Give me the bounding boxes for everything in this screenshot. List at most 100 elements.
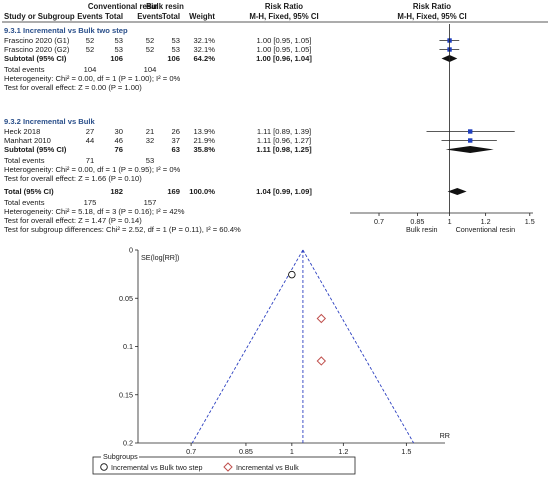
subgroup-subtotal-total-conventional: 106 (110, 54, 123, 63)
funnel-y-tick-label: 0.2 (123, 439, 133, 448)
funnel-x-label: RR (440, 431, 450, 440)
column-header: Events (77, 12, 103, 21)
study-risk-ratio: 1.11 [0.96, 1.27] (257, 136, 311, 145)
overall-heterogeneity: Heterogeneity: Chi² = 5.18, df = 3 (P = … (4, 207, 185, 216)
funnel-x-tick-label: 1.5 (401, 447, 411, 456)
header-rr2: Risk Ratio (413, 2, 451, 11)
funnel-right-limit (302, 249, 415, 444)
total-bulk: 37 (172, 136, 180, 145)
study-marker (468, 138, 473, 143)
study-weight: 21.9% (193, 136, 215, 145)
column-header: Weight (189, 12, 215, 21)
subgroup-subtotal-label: Subtotal (95% CI) (4, 54, 67, 63)
study-marker (468, 129, 473, 134)
forest-tick-label: 0.7 (374, 217, 384, 226)
events-conventional: 52 (86, 45, 94, 54)
study-weight: 13.9% (193, 127, 215, 136)
subgroup-title: 9.3.1 Incremental vs Bulk two step (4, 26, 128, 35)
legend-box (92, 456, 356, 475)
total-conventional: 30 (115, 127, 123, 136)
events-bulk: 52 (146, 36, 154, 45)
subgroup-subtotal-total-bulk: 106 (167, 54, 180, 63)
forest-tick-label: 1.2 (481, 217, 491, 226)
legend-label-incremental: Incremental vs Bulk (236, 463, 299, 472)
overall-effect: Test for overall effect: Z = 1.47 (P = 0… (4, 216, 142, 225)
overall-total-risk-ratio: 1.04 [0.99, 1.09] (256, 187, 312, 196)
forest-label-right: Conventional resin (456, 225, 516, 234)
legend-marker-two-step (100, 463, 108, 471)
events-bulk: 52 (146, 45, 154, 54)
overall-events-bulk: 157 (144, 198, 157, 207)
total-bulk: 53 (172, 45, 180, 54)
study-name: Frascino 2020 (G1) (4, 36, 70, 45)
study-weight: 32.1% (193, 45, 215, 54)
subgroup-events-conventional: 71 (86, 156, 94, 165)
subgroup-total-events: Total events (4, 156, 45, 165)
column-header: Events (137, 12, 163, 21)
overall-total-events: Total events (4, 198, 45, 207)
forest-tick-label: 0.85 (410, 217, 424, 226)
funnel-y-label: SE(log[RR]) (141, 253, 179, 262)
overall-events-conventional: 175 (84, 198, 97, 207)
total-conventional: 46 (115, 136, 123, 145)
overall-total-total-bulk: 169 (167, 187, 180, 196)
column-header: Study or Subgroup (4, 12, 75, 21)
subgroup-subtotal-risk-ratio: 1.11 [0.98, 1.25] (256, 145, 312, 154)
subgroup-differences: Test for subgroup differences: Chi² = 2.… (4, 225, 241, 234)
events-conventional: 52 (86, 36, 94, 45)
subgroup-subtotal-diamond (445, 146, 494, 153)
subgroup-subtotal-label: Subtotal (95% CI) (4, 145, 67, 154)
funnel-left-limit (191, 249, 304, 444)
subgroup-events-conventional: 104 (84, 65, 97, 74)
legend-title-bg (101, 452, 139, 461)
funnel-x-tick-label: 0.85 (239, 447, 253, 456)
total-conventional: 53 (115, 45, 123, 54)
forest-tick-label: 1.5 (525, 217, 535, 226)
overall-total-label: Total (95% CI) (4, 187, 54, 196)
subgroup-events-bulk: 53 (146, 156, 154, 165)
subgroup-overall-effect: Test for overall effect: Z = 0.00 (P = 1… (4, 83, 142, 92)
funnel-point-two-step (288, 270, 296, 279)
header-rr2-method: M-H, Fixed, 95% CI (397, 12, 466, 21)
study-name: Heck 2018 (4, 127, 40, 136)
funnel-y-tick-label: 0.15 (119, 390, 133, 399)
header-rr: Risk Ratio (265, 2, 303, 11)
legend-marker-incremental (223, 462, 233, 472)
overall-total-weight: 100.0% (189, 187, 215, 196)
funnel-point-incremental (316, 356, 327, 366)
subgroup-title: 9.3.2 Incremental vs Bulk (4, 117, 96, 126)
funnel-point-incremental (316, 313, 327, 324)
forest-tick-label: 1 (448, 217, 452, 226)
subgroup-heterogeneity: Heterogeneity: Chi² = 0.00, df = 1 (P = … (4, 165, 181, 174)
subgroup-subtotal-risk-ratio: 1.00 [0.96, 1.04] (256, 54, 312, 63)
subgroup-subtotal-weight: 64.2% (193, 54, 215, 63)
column-header: Total (162, 12, 180, 21)
header-group1: Conventional resin (88, 2, 158, 11)
subgroup-events-bulk: 104 (144, 65, 157, 74)
subgroup-subtotal-weight: 35.8% (193, 145, 215, 154)
funnel-y-tick-label: 0.05 (119, 294, 133, 303)
overall-total-diamond (447, 188, 467, 195)
legend-label-two-step: Incremental vs Bulk two step (111, 463, 202, 472)
events-conventional: 44 (86, 136, 94, 145)
subgroup-subtotal-total-bulk: 63 (172, 145, 180, 154)
study-risk-ratio: 1.00 [0.95, 1.05] (257, 45, 312, 54)
funnel-x-tick-label: 1.2 (338, 447, 348, 456)
column-header: Total (105, 12, 123, 21)
study-name: Manhart 2010 (4, 136, 51, 145)
events-bulk: 32 (146, 136, 154, 145)
forest-label-left: Bulk resin (406, 225, 438, 234)
header-group2: Bulk resin (146, 2, 184, 11)
total-bulk: 53 (172, 36, 180, 45)
events-conventional: 27 (86, 127, 94, 136)
funnel-x-tick-label: 0.7 (186, 447, 196, 456)
total-conventional: 53 (115, 36, 123, 45)
header-rr-method: M-H, Fixed, 95% CI (249, 12, 318, 21)
study-risk-ratio: 1.11 [0.89, 1.39] (257, 127, 311, 136)
subgroup-total-events: Total events (4, 65, 45, 74)
legend-title: Subgroups (103, 452, 138, 461)
subgroup-heterogeneity: Heterogeneity: Chi² = 0.00, df = 1 (P = … (4, 74, 181, 83)
subgroup-subtotal-total-conventional: 76 (115, 145, 123, 154)
overall-total-total-conventional: 182 (110, 187, 123, 196)
